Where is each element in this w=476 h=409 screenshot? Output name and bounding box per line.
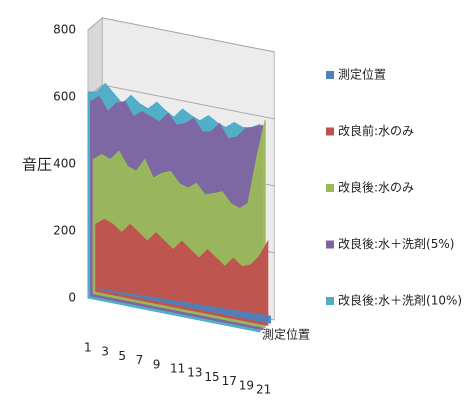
y-tick-label: 400 (53, 157, 76, 171)
legend-label: 改良後:水＋洗剤(5%) (338, 236, 454, 251)
y-tick-label: 800 (53, 23, 76, 37)
legend-swatch (326, 297, 334, 305)
area (95, 218, 269, 327)
grid-line (87, 17, 275, 53)
x-tick-label: 11 (170, 362, 185, 376)
x-tick-label: 7 (136, 353, 144, 367)
x-tick-label: 19 (239, 378, 254, 392)
legend-swatch (326, 184, 334, 192)
y-tick-label: 200 (53, 224, 76, 238)
legend-swatch (326, 71, 334, 79)
x-tick-label: 21 (256, 383, 271, 397)
area (97, 288, 271, 324)
legend-label: 改良前:水のみ (338, 123, 414, 138)
x-tick-label: 13 (187, 366, 202, 380)
legend-label: 改良後:水のみ (338, 180, 414, 195)
x-tick-label: 15 (204, 370, 219, 384)
legend-label: 改良後:水＋洗剤(10%) (338, 293, 462, 308)
depth-axis-title: 測定位置 (262, 327, 310, 342)
y-axis-title: 音圧 (22, 156, 52, 174)
x-tick-label: 5 (118, 349, 126, 363)
y-tick-label: 0 (68, 291, 76, 305)
y-tick-label: 600 (53, 90, 76, 104)
legend-swatch (326, 127, 334, 136)
x-tick-label: 3 (101, 345, 109, 359)
x-tick-label: 1 (84, 341, 92, 355)
x-tick-label: 17 (222, 374, 237, 388)
x-tick-label: 9 (153, 357, 161, 371)
legend-swatch (326, 240, 334, 249)
legend-label: 測定位置 (338, 67, 386, 82)
